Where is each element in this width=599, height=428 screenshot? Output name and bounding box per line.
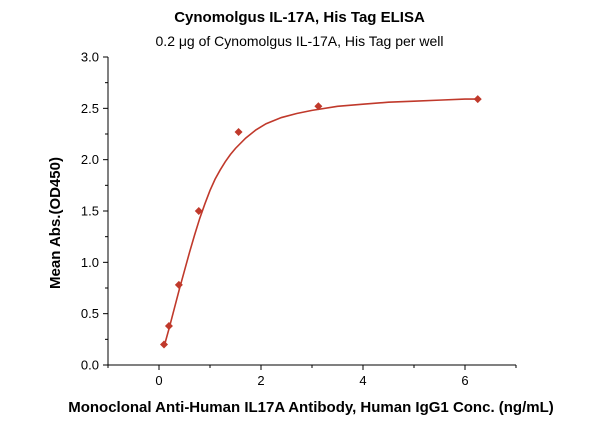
y-axis-label: Mean Abs.(OD450) xyxy=(47,157,64,289)
y-tick-label: 2.0 xyxy=(81,152,99,167)
data-point xyxy=(314,102,323,111)
data-point xyxy=(473,95,482,104)
data-points-layer xyxy=(159,95,482,349)
y-tick-label: 1.0 xyxy=(81,255,99,270)
x-tick-label: 2 xyxy=(257,373,264,388)
data-point xyxy=(164,321,173,330)
y-tick-label: 1.5 xyxy=(81,204,99,219)
data-point xyxy=(159,340,168,349)
ticks: 0.0 0.5 1.0 1.5 2.0 2.5 3.0 0 2 4 6 xyxy=(81,50,517,388)
fit-curve xyxy=(163,98,478,347)
x-tick-label: 0 xyxy=(155,373,162,388)
chart-subtitle: 0.2 μg of Cynomolgus IL-17A, His Tag per… xyxy=(155,33,444,49)
chart-title: Cynomolgus IL-17A, His Tag ELISA xyxy=(174,9,425,26)
y-tick-label: 0.0 xyxy=(81,358,99,373)
data-point xyxy=(234,127,243,136)
data-point xyxy=(194,207,203,215)
fit-curve-layer xyxy=(163,98,478,347)
x-tick-label: 6 xyxy=(461,373,468,388)
data-point xyxy=(174,280,183,289)
axes xyxy=(107,57,516,366)
y-tick-label: 0.5 xyxy=(81,306,99,321)
x-axis-label: Monoclonal Anti-Human IL17A Antibody, Hu… xyxy=(68,399,554,416)
x-tick-label: 4 xyxy=(359,373,366,388)
y-tick-label: 2.5 xyxy=(81,101,99,116)
y-tick-label: 3.0 xyxy=(81,50,99,65)
